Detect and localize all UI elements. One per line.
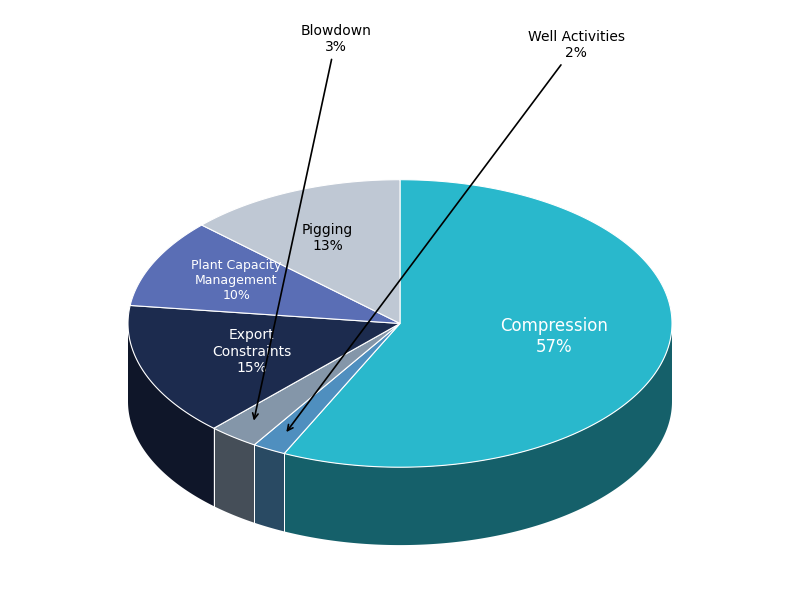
Polygon shape xyxy=(284,323,672,545)
Polygon shape xyxy=(214,323,400,445)
Polygon shape xyxy=(214,428,254,523)
Polygon shape xyxy=(202,180,400,323)
Polygon shape xyxy=(254,445,284,531)
Polygon shape xyxy=(130,225,400,323)
Text: Pigging
13%: Pigging 13% xyxy=(302,223,353,253)
Text: Plant Capacity
Management
10%: Plant Capacity Management 10% xyxy=(191,259,282,302)
Polygon shape xyxy=(128,323,214,506)
Text: Export
Constraints
15%: Export Constraints 15% xyxy=(212,328,291,375)
Polygon shape xyxy=(284,180,672,467)
Polygon shape xyxy=(128,305,400,428)
Text: Well Activities
2%: Well Activities 2% xyxy=(287,30,625,431)
Text: Blowdown
3%: Blowdown 3% xyxy=(253,24,371,419)
Text: Compression
57%: Compression 57% xyxy=(500,317,608,356)
Polygon shape xyxy=(254,323,400,453)
